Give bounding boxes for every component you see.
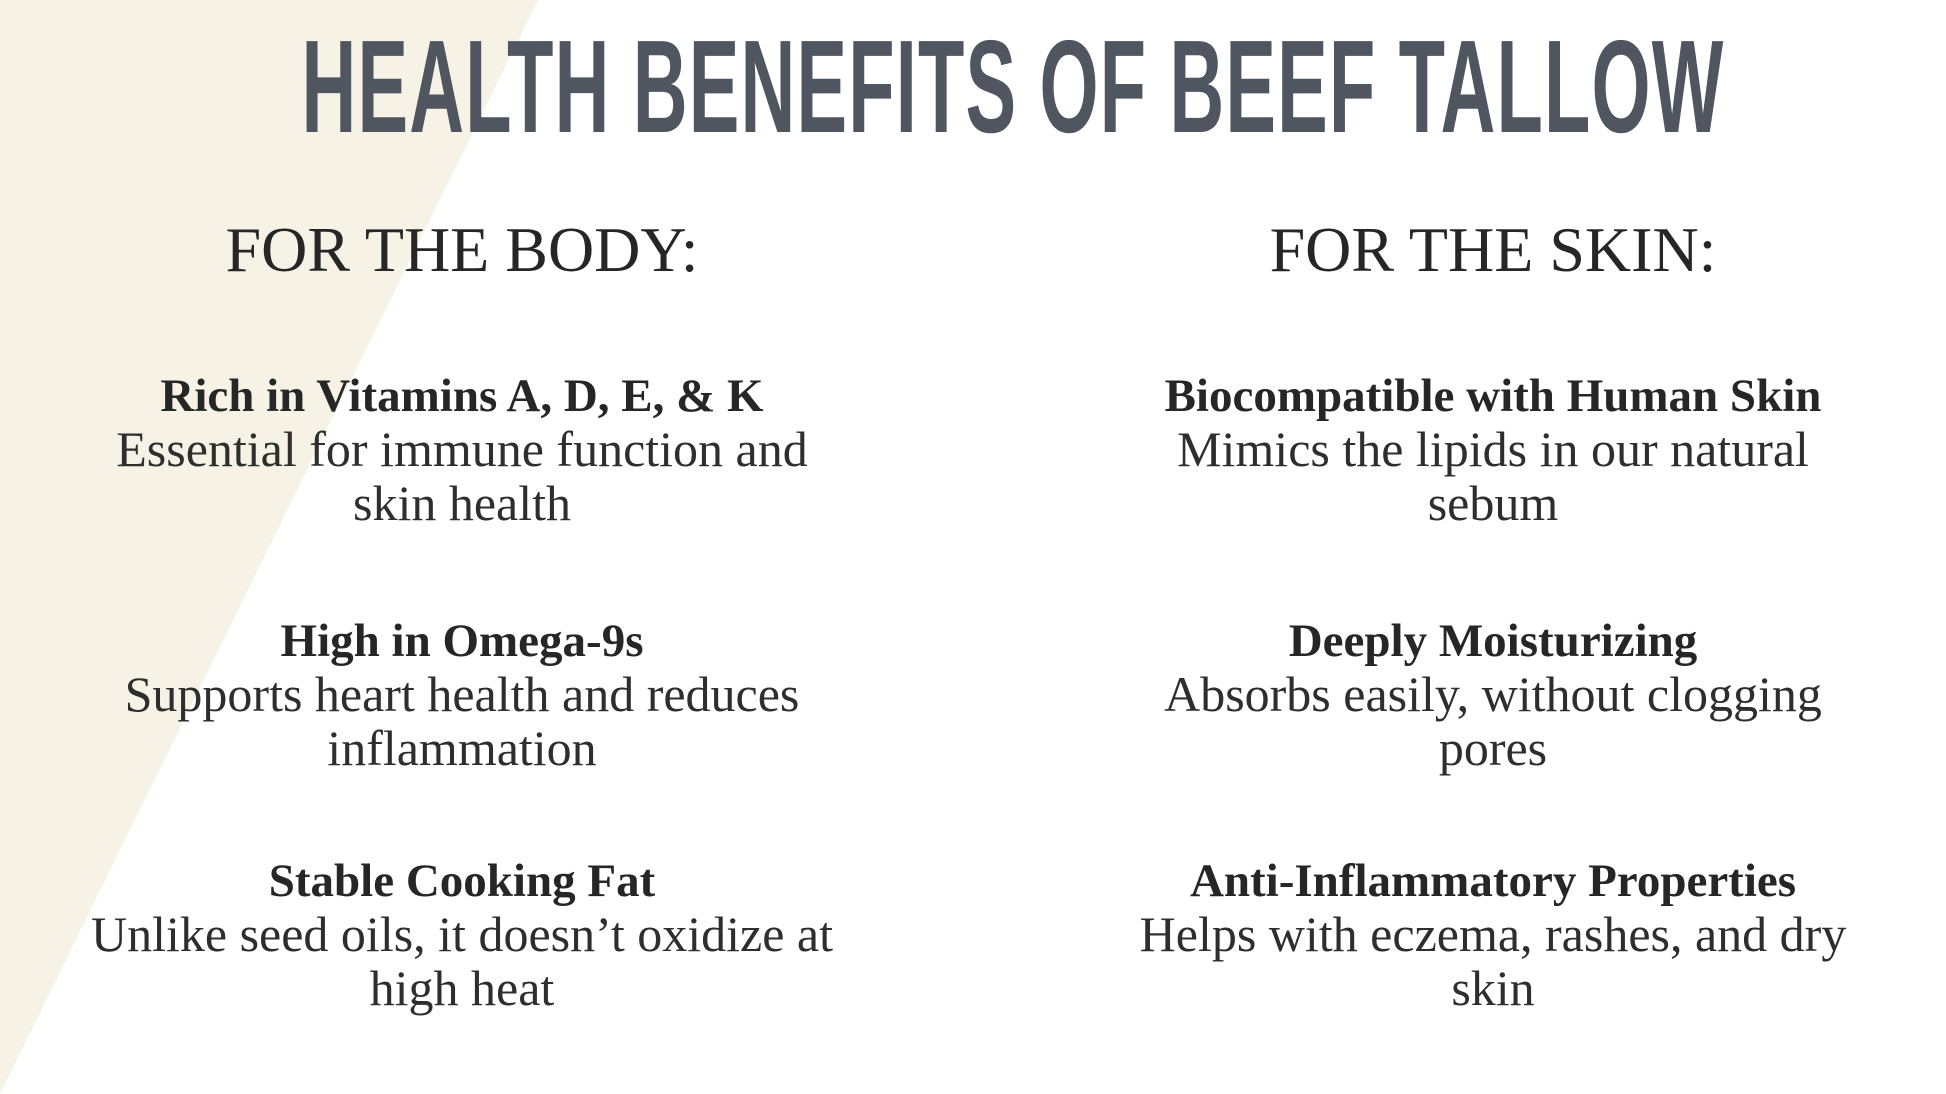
benefit-title: Biocompatible with Human Skin xyxy=(1164,370,1822,422)
benefit-title: Anti-Inflammatory Properties xyxy=(1189,855,1797,907)
benefit-desc-line: Helps with eczema, rashes, and dry xyxy=(1139,906,1847,962)
title-area: HEALTH BENEFITS OF BEEF TALLOW xyxy=(0,13,1946,160)
benefit-desc-line: high heat xyxy=(369,960,555,1016)
benefit-title: Rich in Vitamins A, D, E, & K xyxy=(160,370,764,422)
benefit-title: High in Omega-9s xyxy=(280,615,644,667)
benefit-title: Deeply Moisturizing xyxy=(1288,615,1698,667)
benefit-desc-line: Essential for immune function and xyxy=(116,421,808,477)
benefit-item: Stable Cooking Fat Unlike seed oils, it … xyxy=(0,855,932,1015)
cream-triangle xyxy=(0,0,538,1094)
benefit-item: Biocompatible with Human Skin Mimics the… xyxy=(1023,370,1946,530)
benefit-desc-line: Supports heart health and reduces xyxy=(124,666,800,722)
benefit-desc-line: skin xyxy=(1451,960,1535,1016)
benefit-item: Deeply Moisturizing Absorbs easily, with… xyxy=(1023,615,1946,775)
page-title: HEALTH BENEFITS OF BEEF TALLOW xyxy=(301,13,1725,160)
benefit-desc-line: sebum xyxy=(1427,475,1559,531)
body-heading: FOR THE BODY: xyxy=(225,214,699,285)
benefit-item: High in Omega-9s Supports heart health a… xyxy=(0,615,932,775)
benefit-desc-line: Absorbs easily, without clogging xyxy=(1164,666,1822,722)
benefit-desc-line: inflammation xyxy=(327,720,597,776)
benefit-desc-line: pores xyxy=(1438,720,1548,776)
benefit-desc-line: Unlike seed oils, it doesn’t oxidize at xyxy=(91,906,833,962)
skin-heading: FOR THE SKIN: xyxy=(1269,214,1717,285)
benefit-desc-line: skin health xyxy=(352,475,572,531)
benefit-item: Rich in Vitamins A, D, E, & K Essential … xyxy=(0,370,932,530)
benefit-desc-line: Mimics the lipids in our natural xyxy=(1177,421,1809,477)
benefit-title: Stable Cooking Fat xyxy=(268,855,656,907)
benefit-item: Anti-Inflammatory Properties Helps with … xyxy=(1023,855,1946,1015)
